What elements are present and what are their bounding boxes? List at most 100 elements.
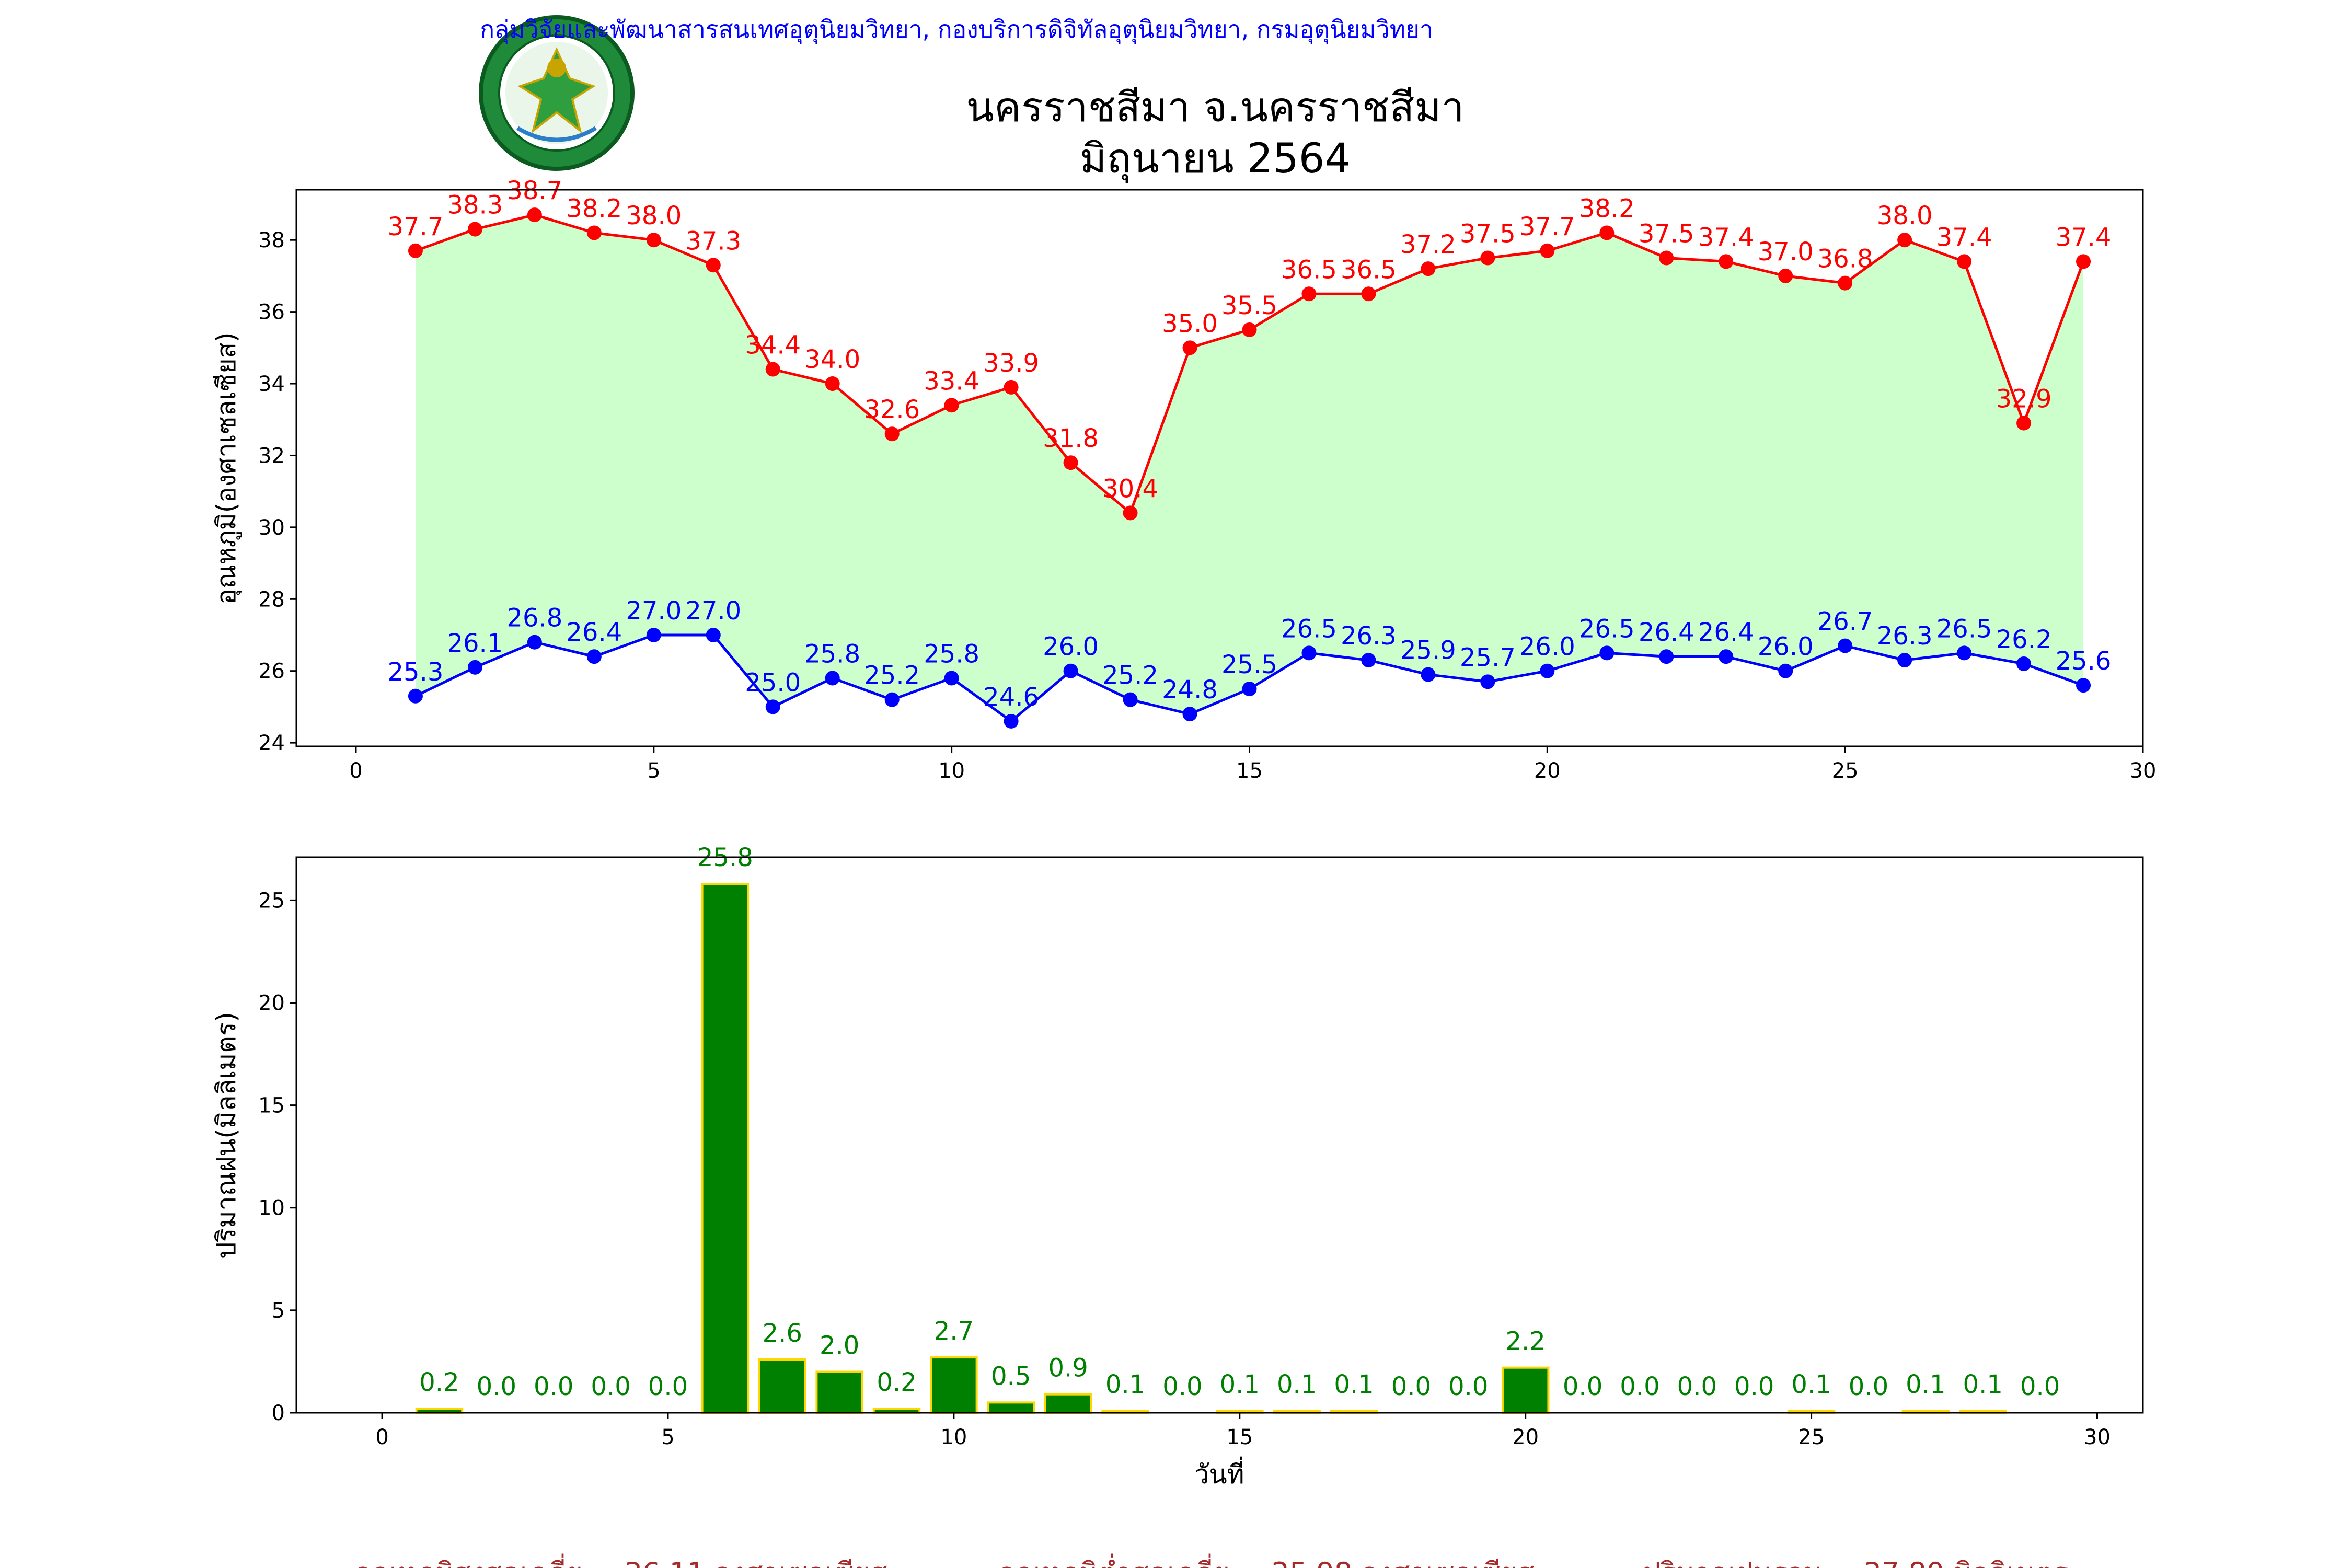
rainfall-data-label: 0.1 bbox=[1105, 1370, 1145, 1399]
temperature-max-data-label: 36.5 bbox=[1341, 255, 1397, 284]
rainfall-data-label: 0.5 bbox=[991, 1362, 1031, 1391]
temperature-max-point bbox=[1659, 250, 1674, 266]
temperature-min-data-label: 26.2 bbox=[1996, 625, 2052, 654]
temperature-max-data-label: 36.8 bbox=[1817, 245, 1873, 274]
temperature-max-data-label: 35.0 bbox=[1162, 309, 1218, 338]
temperature-chart: 37.738.3 38.738.2 38.037.334.4 34.032.633.4… bbox=[211, 176, 2156, 783]
temperature-x-tick-label: 15 bbox=[1236, 759, 1263, 783]
temperature-y-tick-label: 24 bbox=[258, 731, 285, 755]
rainfall-plot-frame bbox=[295, 856, 2144, 1414]
rainfall-data-label: 0.0 bbox=[1563, 1372, 1602, 1401]
rainfall-data-label: 0.0 bbox=[1677, 1372, 1717, 1401]
avg-max-temperature: อุณหภูมิสูงสุดเฉลี่ย = 36.11 องศาเซลเซีย… bbox=[354, 1553, 887, 1568]
temperature-max-data-label: 33.4 bbox=[924, 366, 979, 396]
rainfall-y-tick-label: 15 bbox=[258, 1094, 285, 1118]
rainfall-data-label: 2.7 bbox=[934, 1317, 974, 1346]
temperature-min-point bbox=[586, 649, 602, 664]
temperature-y-tick-label: 34 bbox=[258, 372, 285, 396]
temperature-max-data-label: 37.4 bbox=[2056, 223, 2112, 252]
temperature-y-tick-label: 28 bbox=[258, 587, 285, 612]
temperature-max-point bbox=[408, 243, 423, 258]
temperature-max-point bbox=[527, 207, 542, 223]
rainfall-bar bbox=[987, 1401, 1035, 1414]
agency-credit: กลุ่มวิจัยและพัฒนาสารสนเทศอุตุนิยมวิทยา,… bbox=[480, 15, 1433, 44]
temperature-max-point bbox=[1719, 254, 1734, 269]
temperature-min-point bbox=[646, 628, 661, 642]
temperature-min-point bbox=[944, 671, 959, 686]
rainfall-data-label: 2.2 bbox=[1506, 1327, 1546, 1356]
temperature-min-data-label: 25.2 bbox=[1102, 661, 1158, 690]
temperature-max-data-label: 32.6 bbox=[864, 395, 920, 424]
rainfall-data-label: 0.1 bbox=[1791, 1370, 1831, 1399]
temperature-max-point bbox=[825, 376, 840, 391]
rainfall-x-tick-label: 15 bbox=[1226, 1425, 1253, 1449]
rainfall-bar bbox=[701, 882, 750, 1414]
temperature-min-point bbox=[1897, 653, 1912, 668]
temperature-max-data-label: 37.5 bbox=[1460, 220, 1516, 249]
temperature-min-point bbox=[467, 660, 482, 675]
temperature-max-data-label: 37.7 bbox=[1519, 212, 1575, 241]
rainfall-data-label: 0.0 bbox=[648, 1372, 688, 1401]
rainfall-data-label: 0.1 bbox=[1334, 1370, 1374, 1399]
temperature-max-data-label: 32.9 bbox=[1996, 385, 2052, 414]
rainfall-y-tick-label: 0 bbox=[272, 1401, 285, 1425]
rainfall-y-tick-label: 25 bbox=[258, 889, 285, 913]
rainfall-x-tick-label: 25 bbox=[1798, 1425, 1825, 1449]
temperature-x-tick-label: 30 bbox=[2130, 759, 2157, 783]
rainfall-data-label: 0.0 bbox=[1162, 1372, 1202, 1401]
temperature-max-data-label: 37.5 bbox=[1639, 220, 1694, 249]
rainfall-data-label: 0.0 bbox=[534, 1372, 573, 1401]
temperature-min-point bbox=[1838, 638, 1853, 653]
temperature-max-data-label: 37.7 bbox=[387, 212, 443, 241]
logo bbox=[479, 15, 635, 171]
chart-title-line1: นครราชสีมา จ.นครราชสีมา bbox=[966, 84, 1465, 131]
temperature-min-point bbox=[1778, 663, 1793, 678]
temperature-y-axis-label: อุณหภูมิ(องศาเซลเซียส) bbox=[211, 332, 242, 604]
temperature-max-data-label: 33.9 bbox=[983, 349, 1039, 378]
temperature-max-point bbox=[1599, 225, 1615, 240]
temperature-max-point bbox=[944, 398, 959, 413]
temperature-min-point bbox=[1063, 663, 1078, 678]
rainfall-data-label: 0.2 bbox=[419, 1368, 459, 1397]
avg-min-temperature: อุณหภูมิต่ำสุดเฉลี่ย = 25.98 องศาเซลเซีย… bbox=[998, 1553, 1534, 1568]
temperature-max-point bbox=[1123, 505, 1138, 521]
temperature-y-tick-label: 26 bbox=[258, 660, 285, 684]
rainfall-y-tick-label: 5 bbox=[272, 1299, 285, 1323]
temperature-min-point bbox=[1540, 663, 1555, 678]
temperature-x-tick-label: 20 bbox=[1534, 759, 1561, 783]
temperature-max-point bbox=[706, 258, 721, 273]
temperature-min-data-label: 26.5 bbox=[1579, 614, 1635, 643]
temperature-min-point bbox=[1957, 645, 1972, 661]
rainfall-data-label: 0.0 bbox=[1391, 1372, 1431, 1401]
rainfall-data-label: 0.0 bbox=[1448, 1372, 1488, 1401]
rainfall-bar bbox=[930, 1356, 978, 1414]
rainfall-data-label: 0.1 bbox=[1277, 1370, 1317, 1399]
temperature-max-data-label: 35.5 bbox=[1221, 291, 1277, 320]
rainfall-data-label: 2.0 bbox=[820, 1331, 859, 1361]
temperature-min-data-label: 25.2 bbox=[864, 661, 920, 690]
temperature-min-data-label: 26.5 bbox=[1936, 614, 1992, 643]
rainfall-y-axis-label: ปริมาณฝน(มิลลิเมตร) bbox=[211, 1012, 241, 1259]
temperature-max-point bbox=[1838, 275, 1853, 291]
temperature-max-point bbox=[1242, 322, 1257, 337]
temperature-max-data-label: 37.0 bbox=[1758, 237, 1814, 267]
temperature-min-data-label: 26.7 bbox=[1817, 607, 1873, 637]
temperature-max-data-label: 37.2 bbox=[1400, 230, 1456, 259]
temperature-max-point bbox=[1004, 379, 1019, 395]
rainfall-data-label: 0.1 bbox=[1220, 1370, 1260, 1399]
temperature-max-data-label: 36.5 bbox=[1281, 255, 1337, 284]
temperature-max-point bbox=[1063, 455, 1078, 470]
temperature-max-point bbox=[1957, 254, 1972, 269]
temperature-max-data-label: 34.4 bbox=[745, 331, 801, 360]
temperature-max-point bbox=[1897, 233, 1912, 248]
temperature-min-data-label: 25.0 bbox=[745, 668, 801, 697]
temperature-min-data-label: 25.8 bbox=[924, 639, 979, 668]
temperature-min-data-label: 24.6 bbox=[983, 683, 1039, 712]
rainfall-data-label: 0.0 bbox=[591, 1372, 630, 1401]
temperature-max-point bbox=[1778, 268, 1793, 283]
temperature-plot-frame bbox=[295, 189, 2144, 747]
rainfall-data-label: 0.1 bbox=[1963, 1370, 2003, 1399]
temperature-min-point bbox=[1480, 674, 1495, 689]
temperature-min-point bbox=[1242, 682, 1257, 697]
